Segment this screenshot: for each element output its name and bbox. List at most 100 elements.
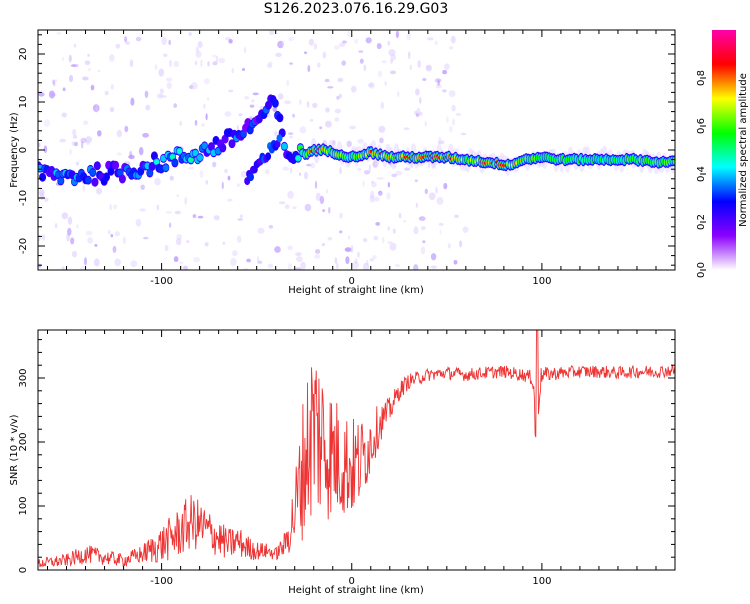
spectrogram-noise-mark bbox=[42, 234, 46, 241]
spectrogram-noise-mark bbox=[68, 54, 72, 63]
spectrogram-noise-mark bbox=[84, 257, 87, 266]
spectrogram-noise-mark bbox=[93, 258, 100, 267]
spectrogram-noise-mark bbox=[369, 195, 375, 203]
spectrogram-noise-mark bbox=[419, 96, 422, 105]
spectrogram-noise-mark bbox=[203, 103, 206, 109]
spectrogram-noise-mark bbox=[85, 136, 93, 143]
spectrogram-noise-mark bbox=[387, 241, 393, 244]
spectrogram-noise-mark bbox=[95, 105, 98, 113]
spectrogram-noise-mark bbox=[75, 63, 79, 68]
spectrogram-noise-mark bbox=[358, 50, 364, 53]
spectrogram-noise-mark bbox=[306, 163, 312, 167]
spectrogram-noise-mark bbox=[139, 208, 146, 212]
y-tick-label: -20 bbox=[18, 238, 29, 254]
spectrogram-noise-mark bbox=[110, 234, 114, 238]
spectrogram-noise-mark bbox=[59, 138, 67, 143]
x-tick-label: 0 bbox=[349, 276, 355, 287]
spectrogram-noise-mark bbox=[426, 65, 431, 70]
spectrogram-noise-mark bbox=[439, 229, 442, 235]
spectrogram-noise-mark bbox=[368, 164, 371, 173]
spectrogram-noise-mark bbox=[174, 210, 181, 215]
spectrogram-ridge-mark bbox=[162, 164, 169, 172]
spectrogram-noise-mark bbox=[130, 260, 138, 268]
spectrogram-noise-mark bbox=[205, 113, 208, 121]
spectrogram-noise-mark bbox=[68, 74, 74, 83]
spectrogram-noise-mark bbox=[176, 237, 182, 246]
spectrogram-noise-mark bbox=[109, 54, 115, 62]
spectrogram-noise-mark bbox=[315, 249, 321, 254]
spectrogram-ridge-mark bbox=[91, 177, 99, 187]
spectrogram-noise-mark bbox=[350, 245, 354, 253]
spectrogram-noise-mark bbox=[325, 189, 329, 194]
spectrogram-noise-mark bbox=[306, 101, 310, 108]
snr-y-ticks: 0 100 200 300 bbox=[18, 339, 675, 573]
spectrogram-noise-mark bbox=[299, 99, 302, 105]
spectrogram-noise-mark bbox=[38, 142, 41, 148]
x-tick-label: 100 bbox=[532, 276, 551, 287]
spectrogram-noise-mark bbox=[357, 167, 362, 171]
spectrogram-noise-mark bbox=[144, 90, 149, 99]
spectrogram-noise-mark bbox=[165, 77, 173, 82]
colorbar-gradient bbox=[712, 30, 736, 270]
spectrogram-noise-mark bbox=[284, 100, 291, 105]
spectrogram-ridge-mark bbox=[176, 149, 183, 154]
spectrogram-noise-mark bbox=[76, 224, 79, 229]
spectrogram-noise-mark bbox=[158, 68, 165, 77]
spectrogram-noise-mark bbox=[82, 184, 86, 192]
spectrogram-noise-mark bbox=[222, 241, 226, 245]
spectrogram-noise-mark bbox=[446, 116, 449, 124]
spectrogram-noise-mark bbox=[286, 79, 290, 87]
spectrogram-noise-mark bbox=[184, 196, 188, 205]
spectrogram-noise-mark bbox=[224, 37, 231, 41]
spectrogram-noise-mark bbox=[194, 119, 198, 126]
spectrogram-noise-mark bbox=[266, 62, 272, 68]
spectrogram-noise-mark bbox=[420, 246, 426, 255]
spectrogram-noise-mark bbox=[200, 59, 203, 68]
spectrogram-noise-mark bbox=[186, 240, 190, 244]
spectrogram-ridge-mark bbox=[276, 114, 283, 122]
spectrogram-noise-mark bbox=[176, 194, 180, 198]
spectrogram-noise-mark bbox=[455, 112, 462, 117]
spectrogram-noise-mark bbox=[81, 141, 84, 149]
spectrogram-noise-mark bbox=[341, 60, 347, 66]
spectrogram-noise-mark bbox=[426, 37, 434, 41]
spectrogram-noise-mark bbox=[309, 118, 314, 122]
y-tick-label: -10 bbox=[18, 190, 29, 206]
spectrogram-noise-mark bbox=[80, 137, 87, 144]
spectrogram-noise-mark bbox=[252, 92, 259, 96]
spectrogram-noise-mark bbox=[437, 79, 440, 86]
spectrogram-noise-mark bbox=[317, 62, 321, 68]
spectrogram-noise-mark bbox=[442, 89, 447, 93]
spectrogram-noise-mark bbox=[416, 107, 421, 115]
spectrogram-noise-mark bbox=[156, 204, 160, 211]
spectrogram-noise-mark bbox=[179, 261, 184, 265]
spectrogram-noise-mark bbox=[205, 180, 209, 185]
spectrogram-noise-mark bbox=[135, 218, 142, 227]
y-tick-label: 10 bbox=[18, 96, 29, 109]
spectrogram-noise-mark bbox=[339, 230, 343, 234]
spectrogram-noise-mark bbox=[346, 140, 352, 148]
spectrogram-noise-mark bbox=[166, 82, 172, 90]
spectrogram-noise-mark bbox=[376, 43, 382, 50]
spectrogram-noise-mark bbox=[339, 166, 342, 175]
spectrogram-ridge-mark bbox=[151, 152, 158, 160]
spectrogram-noise-mark bbox=[75, 161, 80, 166]
spectrogram-noise-mark bbox=[373, 235, 379, 241]
spectrogram-noise-mark bbox=[109, 106, 115, 113]
spectrogram-noise-mark bbox=[322, 51, 327, 59]
y-tick-label: 0 bbox=[18, 147, 29, 153]
spectrogram-noise-mark bbox=[227, 175, 231, 181]
spectrogram-noise-mark bbox=[168, 222, 172, 228]
spectrogram-noise-mark bbox=[164, 245, 169, 252]
spectrogram-noise-mark bbox=[336, 95, 340, 100]
spectrogram-noise-mark bbox=[62, 87, 66, 92]
spectrogram-noise-mark bbox=[251, 99, 255, 103]
spectrogram-noise-mark bbox=[218, 57, 226, 64]
spectrogram-noise-mark bbox=[307, 65, 311, 73]
spectrogram-noise-mark bbox=[195, 46, 199, 53]
spectrogram-noise-mark bbox=[129, 59, 134, 68]
spectrogram-y-ticks: -20 -10 0 10 20 bbox=[18, 34, 675, 266]
spectrogram-noise-mark bbox=[454, 214, 459, 218]
spectrogram-noise-mark bbox=[237, 183, 240, 187]
spectrogram-noise-mark bbox=[224, 169, 228, 173]
